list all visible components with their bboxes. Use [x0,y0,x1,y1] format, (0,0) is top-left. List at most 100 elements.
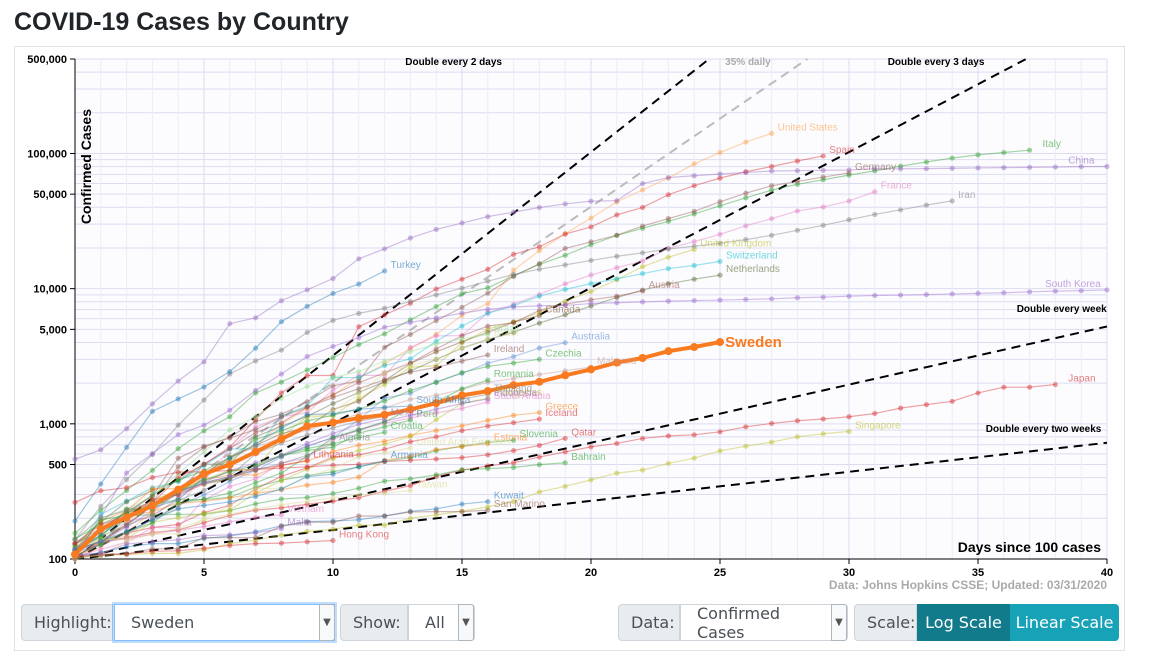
data-point [665,433,672,439]
data-point [175,455,181,461]
data-point [975,290,981,296]
data-point [253,466,259,473]
data-point [356,378,362,384]
data-point [278,532,284,538]
data-point [354,414,363,423]
data-point [201,461,207,467]
data-point [149,508,155,514]
data-point [98,536,104,542]
data-point [278,470,284,476]
data-point [794,227,801,233]
data-point [149,512,155,518]
log-scale-button[interactable]: Log Scale [917,604,1010,641]
data-point [356,310,362,316]
data-point [485,360,491,366]
data-point [278,371,284,377]
data-point [382,398,388,404]
data-point [304,482,310,488]
data-point [382,379,388,385]
data-point [382,268,388,274]
chevron-down-icon[interactable]: ▼ [831,604,847,641]
data-point [820,431,826,437]
x-tick-label: 20 [585,567,597,579]
data-point [304,367,310,373]
data-point [820,416,826,422]
data-point [665,254,672,260]
data-point [382,513,388,519]
data-point [356,395,362,401]
data-point [201,462,207,469]
data-point [382,490,388,496]
data-point [201,502,207,509]
data-point [536,489,543,495]
data-point [1027,289,1033,295]
data-point [72,540,78,546]
data-point [227,533,233,539]
data-point [485,336,491,342]
data-point [794,181,801,187]
data-point [614,212,620,218]
data-point [923,202,930,208]
data-point [72,541,78,548]
series-line [74,419,411,551]
data-point [382,438,388,444]
data-point [304,466,310,472]
data-point [459,345,465,351]
data-point [330,383,336,389]
data-point [330,374,336,381]
series-label: Hong Kong [339,530,389,541]
data-point [382,419,388,425]
data-point [898,405,904,411]
data-point [278,428,284,434]
x-tick-label: 5 [201,567,207,579]
data-point [124,544,130,550]
data-point [356,513,362,519]
data-point [846,167,852,173]
data-point [588,288,594,295]
data-point [253,490,259,496]
data-point [124,470,130,476]
data-point [356,281,362,287]
data-point [227,427,233,433]
linear-scale-button[interactable]: Linear Scale [1010,604,1119,641]
data-point [407,412,413,418]
data-point [794,418,801,424]
data-point [304,403,310,409]
data-point [485,395,491,401]
data-point [124,509,130,515]
data-point [124,529,130,535]
data-point [407,453,413,459]
data-point [459,285,465,291]
data-point [614,232,620,238]
data-point [794,208,801,214]
highlight-label: Highlight: [21,604,113,641]
data-point [201,480,207,486]
chevron-down-icon[interactable]: ▼ [319,604,335,641]
data-point [407,445,413,451]
data-point [149,493,155,499]
data-point [253,480,259,486]
data-point [407,487,413,493]
highlight-select[interactable]: Sweden [114,604,335,641]
data-point [330,519,336,525]
series-line [74,289,1108,558]
data-point [98,481,104,487]
series-label: United Arab Emirates [416,437,511,448]
data-point [433,506,439,512]
series-line [74,149,1030,534]
chevron-down-icon[interactable]: ▼ [458,604,474,641]
data-point [382,377,388,383]
data-point [98,515,104,521]
data-select[interactable]: Confirmed Cases [680,604,848,642]
x-tick-label: 30 [843,567,855,579]
data-point [253,467,259,474]
data-point [278,496,284,502]
data-point [175,525,181,531]
data-point [304,329,310,335]
series-line [74,383,1056,557]
data-point [227,474,233,480]
data-point [382,446,388,452]
data-point [588,215,594,221]
data-point [124,551,130,557]
data-point [124,522,130,529]
